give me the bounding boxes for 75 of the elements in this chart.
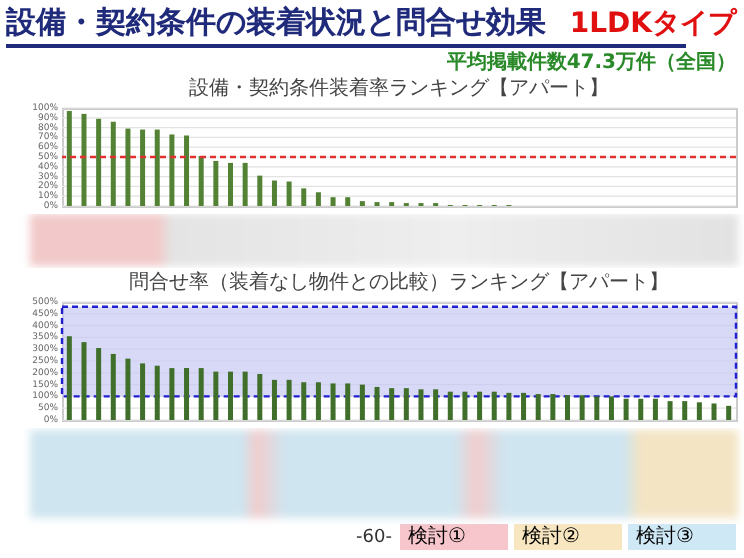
bar xyxy=(271,379,277,420)
bar xyxy=(154,365,160,420)
bar xyxy=(125,358,131,420)
bar xyxy=(81,113,87,206)
bar xyxy=(110,121,116,206)
bar xyxy=(711,403,717,420)
bar xyxy=(169,134,175,206)
bar xyxy=(389,388,395,420)
bar xyxy=(579,395,585,420)
bar xyxy=(315,382,321,420)
bar xyxy=(564,395,571,420)
bar xyxy=(506,392,512,420)
bar xyxy=(227,162,234,206)
bar xyxy=(550,394,556,420)
bar xyxy=(96,348,102,420)
bar xyxy=(66,336,72,420)
bar xyxy=(345,197,351,206)
bar xyxy=(696,402,702,420)
bar xyxy=(447,391,453,420)
bar xyxy=(242,371,248,420)
text: 検討② xyxy=(514,524,622,550)
bar xyxy=(330,383,336,420)
bar xyxy=(286,181,292,206)
bar xyxy=(345,383,351,420)
bar xyxy=(359,384,365,420)
bar xyxy=(623,398,629,420)
bar xyxy=(271,180,277,206)
text: 検討③ xyxy=(628,524,736,550)
bar xyxy=(667,401,673,420)
text: 1LDKタイプ xyxy=(569,6,736,42)
bar xyxy=(169,368,175,420)
text: 設備・契約条件の装着状況と問合せ効果 xyxy=(6,4,546,42)
text: 検討① xyxy=(400,524,508,550)
bar xyxy=(96,118,102,206)
bar xyxy=(286,379,292,420)
bar xyxy=(242,162,248,206)
bar xyxy=(462,391,468,420)
bar xyxy=(81,342,87,420)
bar xyxy=(140,363,146,420)
chart-title: 設備・契約条件装着率ランキング【アパート】 xyxy=(189,76,609,100)
bar xyxy=(726,405,732,420)
bar xyxy=(652,398,658,420)
bar xyxy=(491,391,497,420)
bar xyxy=(198,368,204,420)
bar xyxy=(184,135,190,206)
bar xyxy=(418,389,424,420)
bar xyxy=(213,160,219,206)
text: 平均掲載件数47.3万件（全国） xyxy=(446,49,736,76)
bar xyxy=(66,110,72,206)
bar xyxy=(125,128,131,206)
bar xyxy=(477,391,483,420)
bar xyxy=(213,371,219,420)
chart-title: 問合せ率（装着なし物件との比較）ランキング【アパート】 xyxy=(129,270,669,294)
bar xyxy=(535,394,541,420)
bar xyxy=(433,389,439,420)
bar xyxy=(301,188,307,206)
bar xyxy=(110,353,116,420)
bar xyxy=(682,401,688,420)
bar xyxy=(521,392,527,420)
bar xyxy=(184,368,190,420)
bar xyxy=(154,129,160,206)
bar xyxy=(301,382,307,420)
bar xyxy=(257,175,263,206)
bar xyxy=(403,388,409,420)
bar xyxy=(315,192,321,206)
bar xyxy=(330,197,336,206)
bar xyxy=(198,156,204,206)
bar xyxy=(638,398,644,420)
text: -60- xyxy=(356,528,392,548)
bar xyxy=(140,129,146,206)
bar xyxy=(374,386,380,420)
bar xyxy=(608,396,614,420)
bar xyxy=(257,373,263,420)
bar xyxy=(594,396,600,420)
bar xyxy=(227,371,234,420)
